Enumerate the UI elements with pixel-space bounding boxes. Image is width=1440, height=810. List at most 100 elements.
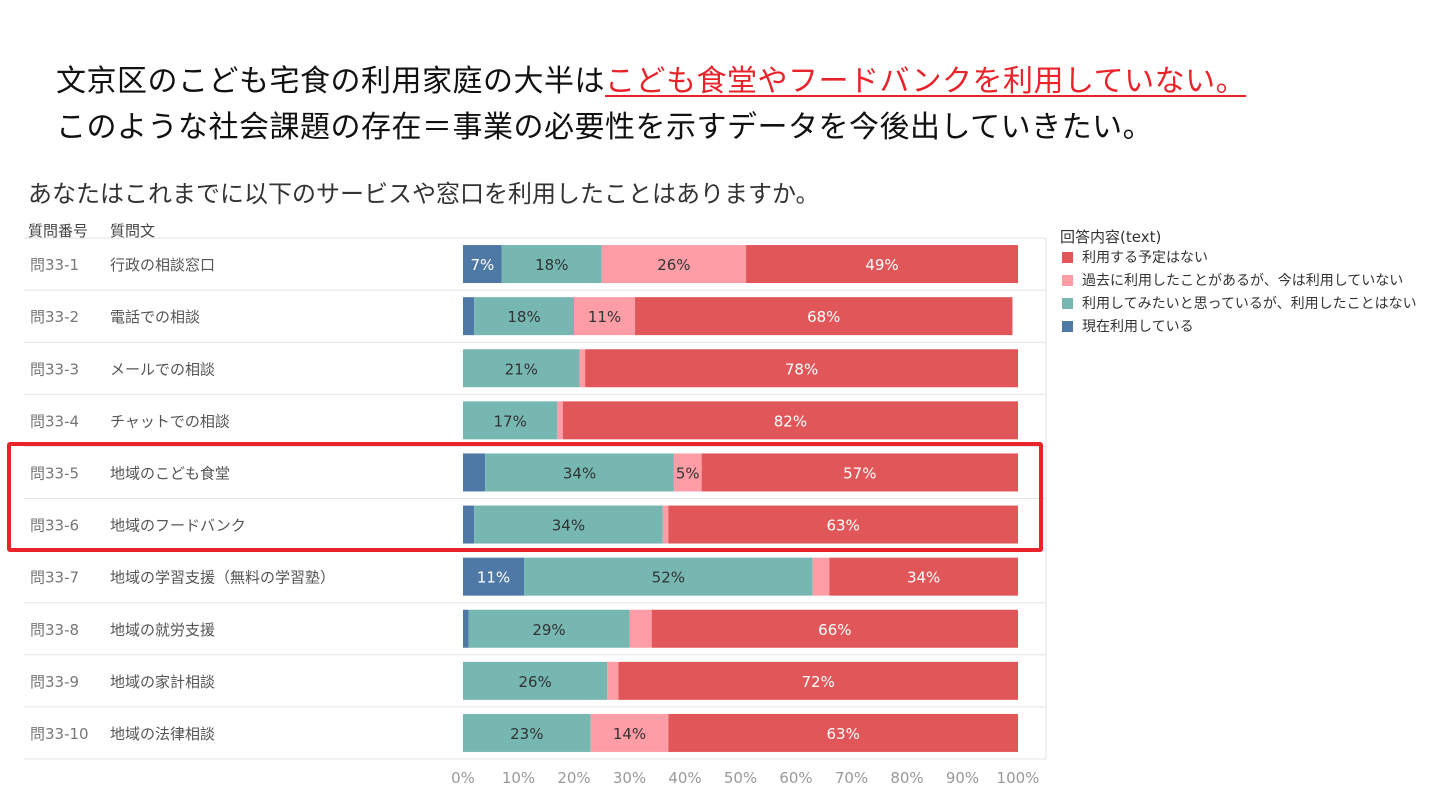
legend-title: 回答内容(text)	[1060, 228, 1162, 246]
data-label: 52%	[652, 569, 685, 587]
question-number: 問33-8	[30, 621, 79, 639]
bar-segment	[668, 713, 1018, 752]
question-number: 問33-10	[30, 725, 89, 743]
data-label: 11%	[477, 569, 510, 587]
bar-segment	[607, 661, 619, 700]
x-tick-label: 30%	[613, 769, 646, 787]
x-tick-label: 20%	[557, 769, 590, 787]
data-label: 66%	[818, 621, 851, 639]
bar-segment	[585, 349, 1018, 388]
headline-line-1: 文京区のこども宅食の利用家庭の大半はこども食堂やフードバンクを利用していない。	[56, 56, 1246, 100]
question-number: 問33-6	[30, 517, 79, 535]
bar-segment	[463, 713, 591, 752]
data-label: 11%	[588, 308, 621, 326]
bar-segment	[812, 557, 830, 596]
x-tick-label: 60%	[779, 769, 812, 787]
question-text: チャットでの相談	[110, 412, 230, 430]
question-text: メールでの相談	[110, 360, 215, 378]
bar-segment	[651, 609, 1018, 648]
bar-segment	[579, 349, 586, 388]
bar-segment	[746, 245, 1018, 284]
bar-segment	[574, 297, 636, 336]
data-label: 26%	[657, 256, 690, 274]
bar-segment	[701, 453, 1018, 492]
legend-swatch	[1062, 297, 1073, 309]
x-tick-label: 50%	[724, 769, 757, 787]
legend-item: 利用してみたいと思っているが、利用したことはない	[1062, 293, 1417, 313]
data-label: 5%	[676, 464, 700, 482]
legend-item: 過去に利用したことがあるが、今は利用していない	[1062, 270, 1403, 290]
legend-label: 過去に利用したことがあるが、今は利用していない	[1082, 273, 1404, 289]
bar-segment	[524, 557, 813, 596]
bar-segment	[629, 609, 652, 648]
x-tick-label: 0%	[451, 769, 475, 787]
data-label: 26%	[518, 673, 551, 691]
data-label: 68%	[807, 308, 840, 326]
highlight-box	[7, 442, 1043, 552]
question-text: 地域の就労支援	[110, 621, 215, 639]
data-label: 57%	[843, 464, 876, 482]
column-header-question: 質問文	[110, 222, 156, 240]
question-number: 問33-5	[30, 464, 79, 482]
column-header-number: 質問番号	[28, 222, 89, 240]
bar-segment	[557, 401, 563, 440]
data-label: 78%	[785, 360, 818, 378]
x-tick-label: 40%	[668, 769, 701, 787]
question-text: 地域の家計相談	[110, 673, 215, 691]
question-text: 地域のフードバンク	[110, 517, 246, 535]
bar-segment	[501, 245, 602, 284]
data-label: 18%	[535, 256, 568, 274]
bar-segment	[673, 453, 702, 492]
data-label: 7%	[471, 256, 495, 274]
bar-segment	[463, 453, 486, 492]
bar-segment	[601, 245, 747, 284]
question-text: 地域の法律相談	[110, 725, 215, 743]
legend-item: 現在利用している	[1062, 316, 1194, 336]
x-tick-label: 80%	[890, 769, 923, 787]
bar-segment	[485, 453, 674, 492]
bar-segment	[463, 661, 608, 700]
legend-swatch	[1062, 320, 1073, 332]
legend-item: 利用する予定はない	[1062, 247, 1208, 267]
bar-segment	[474, 505, 663, 544]
bar-segment	[463, 505, 475, 544]
bar-segment	[662, 505, 669, 544]
bar-segment	[590, 713, 669, 752]
data-label: 14%	[613, 725, 646, 743]
question-text: 地域の学習支援（無料の学習塾）	[110, 569, 335, 587]
legend-swatch	[1062, 251, 1073, 263]
question-number: 問33-7	[30, 569, 79, 587]
x-tick-label: 70%	[835, 769, 868, 787]
data-label: 34%	[552, 517, 585, 535]
bar-segment	[468, 609, 630, 648]
data-label: 49%	[865, 256, 898, 274]
x-tick-label: 100%	[997, 769, 1040, 787]
bar-segment	[463, 401, 558, 440]
bar-segment	[463, 609, 469, 648]
question-number: 問33-3	[30, 360, 79, 378]
x-tick-label: 10%	[502, 769, 535, 787]
legend-label: 利用する予定はない	[1082, 250, 1208, 266]
x-tick-label: 90%	[946, 769, 979, 787]
data-label: 34%	[907, 569, 940, 587]
question-number: 問33-9	[30, 673, 79, 691]
headline-emphasis-text: こども食堂やフードバンクを利用していない。	[605, 64, 1247, 99]
bar-segment	[635, 297, 1013, 336]
legend-label: 現在利用している	[1082, 319, 1194, 335]
headline-line-2: このような社会課題の存在＝事業の必要性を示すデータを今後出していきたい。	[56, 110, 1154, 145]
data-label: 17%	[494, 412, 527, 430]
bar-segment	[463, 297, 475, 336]
legend-swatch	[1062, 274, 1073, 286]
data-label: 23%	[510, 725, 543, 743]
legend-label: 利用してみたいと思っているが、利用したことはない	[1082, 296, 1417, 312]
question-text: 地域のこども食堂	[110, 464, 230, 482]
data-label: 63%	[827, 517, 860, 535]
question-number: 問33-4	[30, 412, 79, 430]
bar-segment	[474, 297, 574, 336]
bar-segment	[463, 557, 525, 596]
question-number: 問33-1	[30, 256, 79, 274]
bar-segment	[463, 245, 502, 284]
bar-segment	[463, 349, 580, 388]
data-label: 29%	[532, 621, 565, 639]
